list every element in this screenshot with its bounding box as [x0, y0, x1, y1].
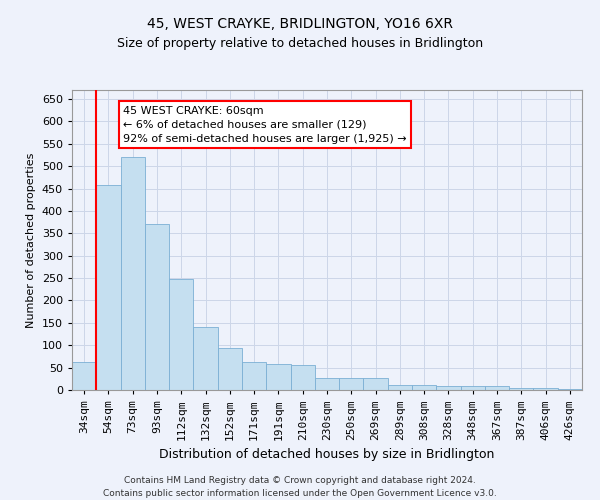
Bar: [509, 388, 533, 390]
Bar: [364, 378, 388, 390]
Text: Contains HM Land Registry data © Crown copyright and database right 2024.
Contai: Contains HM Land Registry data © Crown c…: [103, 476, 497, 498]
Bar: [388, 384, 412, 390]
Bar: [315, 378, 339, 390]
Bar: [412, 384, 436, 390]
Bar: [145, 224, 169, 390]
Bar: [339, 378, 364, 390]
Bar: [533, 388, 558, 390]
Bar: [290, 366, 315, 390]
Bar: [72, 362, 96, 390]
Bar: [461, 386, 485, 390]
Bar: [436, 386, 461, 390]
X-axis label: Distribution of detached houses by size in Bridlington: Distribution of detached houses by size …: [160, 448, 494, 461]
Bar: [558, 388, 582, 390]
Bar: [242, 362, 266, 390]
Bar: [121, 157, 145, 390]
Bar: [169, 279, 193, 390]
Text: 45 WEST CRAYKE: 60sqm
← 6% of detached houses are smaller (129)
92% of semi-deta: 45 WEST CRAYKE: 60sqm ← 6% of detached h…: [123, 106, 407, 144]
Bar: [218, 348, 242, 390]
Bar: [266, 364, 290, 390]
Text: 45, WEST CRAYKE, BRIDLINGTON, YO16 6XR: 45, WEST CRAYKE, BRIDLINGTON, YO16 6XR: [147, 18, 453, 32]
Text: Size of property relative to detached houses in Bridlington: Size of property relative to detached ho…: [117, 38, 483, 51]
Y-axis label: Number of detached properties: Number of detached properties: [26, 152, 36, 328]
Bar: [96, 185, 121, 390]
Bar: [193, 328, 218, 390]
Bar: [485, 386, 509, 390]
